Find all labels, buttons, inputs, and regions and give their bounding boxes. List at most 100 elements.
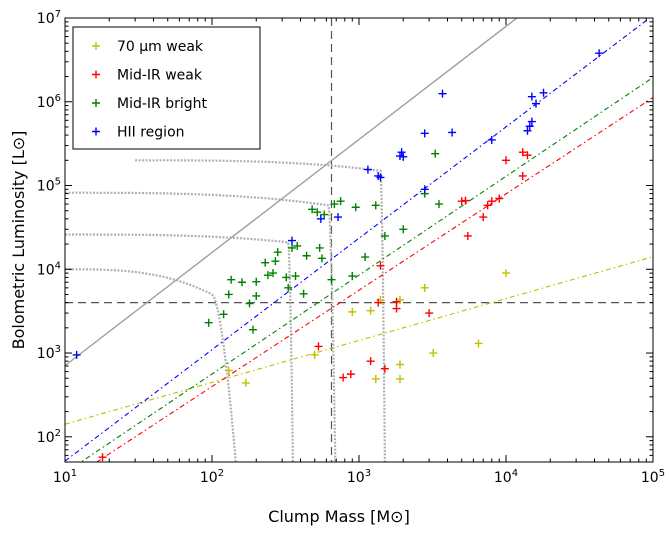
point-hii-region [420,185,429,194]
point-mid-ir-bright [291,272,300,281]
point-mid-ir-weak [380,364,389,373]
point-mid-ir-bright [434,200,443,209]
x-tick-label: 105 [641,468,665,486]
point-hii-region [376,173,385,182]
point-hii-region [527,117,536,126]
point-70um-weak [366,306,375,315]
point-mid-ir-weak [479,213,488,222]
evolutionary-track-3 [65,191,337,462]
x-tick-label: 103 [347,468,371,486]
y-tick-label: 107 [37,9,61,27]
series-1 [224,269,510,387]
point-hii-region [334,213,343,222]
point-mid-ir-bright [330,200,339,209]
point-70um-weak [395,360,404,369]
point-mid-ir-bright [224,290,233,299]
point-hii-region [525,122,534,131]
point-70um-weak [371,374,380,383]
point-hii-region [316,214,325,223]
point-hii-region [539,88,548,97]
point-hii-region [397,148,406,157]
point-mid-ir-bright [336,197,345,206]
legend-box [72,26,261,150]
point-mid-ir-weak [463,231,472,240]
point-hii-region [420,129,429,138]
point-mid-ir-weak [392,304,401,313]
point-mid-ir-bright [282,273,291,282]
series-4 [72,49,604,359]
axis-ticks [64,17,654,463]
point-mid-ir-weak [374,298,383,307]
point-mid-ir-bright [399,225,408,234]
legend-entry-70um-weak: 70 μm weak [92,39,204,55]
point-mid-ir-bright [269,269,278,278]
legend-marker [92,70,100,79]
point-70um-weak [348,307,357,316]
point-mid-ir-bright [227,275,236,284]
point-mid-ir-weak [518,148,527,157]
point-mid-ir-bright [293,241,302,250]
legend: 70 μm weak Mid-IR weak Mid-IR bright HII re… [72,26,261,150]
point-mid-ir-weak [495,194,504,203]
point-mid-ir-bright [313,208,322,217]
point-mid-ir-bright [380,231,389,240]
point-mid-ir-bright [273,248,282,257]
legend-marker [92,42,100,50]
point-70um-weak [429,349,438,358]
point-hii-region [363,165,372,174]
point-70um-weak [420,283,429,292]
legend-label: 70 μm weak [117,39,204,55]
point-hii-region [532,99,541,108]
point-70um-weak [310,350,319,359]
point-mid-ir-weak [502,156,510,165]
x-tick-label: 101 [53,468,77,486]
x-axis-label: Clump Mass [M⊙] [268,507,410,526]
y-axis-label: Bolometric Luminosity [L⊙] [9,131,28,350]
point-mid-ir-bright [284,283,293,292]
evolutionary-track-2 [65,233,294,462]
point-mid-ir-bright [317,254,326,263]
legend-label: Mid-IR weak [117,68,203,84]
y-tick-label: 103 [37,344,61,362]
fit-line-70um-weak [65,256,653,425]
point-70um-weak [395,374,404,383]
point-mid-ir-bright [245,299,254,308]
point-mid-ir-bright [308,205,317,214]
point-hii-region [487,135,496,144]
legend-marker [92,127,100,136]
series-2 [98,148,532,462]
point-mid-ir-bright [327,275,336,284]
point-70um-weak [474,339,483,348]
x-tick-label: 102 [200,468,224,486]
point-mid-ir-bright [348,272,357,281]
point-mid-ir-weak [392,297,401,306]
legend-label: HII region [117,125,185,141]
legend-marker [92,99,100,107]
point-70um-weak [395,295,404,304]
x-tick-label: 104 [494,468,518,486]
point-mid-ir-bright [302,251,311,260]
evolutionary-track-1 [65,268,237,462]
tick-labels: 101 102 103 104 105 102 103 104 105 106 107 [37,9,665,486]
point-mid-ir-weak [366,357,375,366]
point-mid-ir-weak [523,151,532,160]
y-tick-label: 105 [37,177,61,195]
point-mid-ir-bright [351,203,360,212]
evolutionary-track-4 [135,159,386,462]
diagonal-line [65,18,519,367]
point-mid-ir-bright [252,291,261,300]
point-mid-ir-bright [431,149,440,158]
point-mid-ir-bright [219,310,228,319]
legend-entry-hii-region: HII region [92,125,185,141]
plot-area [65,18,653,462]
point-mid-ir-weak [98,453,107,462]
point-hii-region [438,89,447,98]
point-hii-region [527,92,536,101]
point-mid-ir-bright [238,278,247,287]
point-mid-ir-bright [204,318,213,327]
point-70um-weak [241,378,250,387]
point-mid-ir-weak [425,309,434,318]
fit-line-mid-ir-weak [95,97,653,462]
point-hii-region [523,126,532,135]
point-mid-ir-bright [252,277,261,286]
